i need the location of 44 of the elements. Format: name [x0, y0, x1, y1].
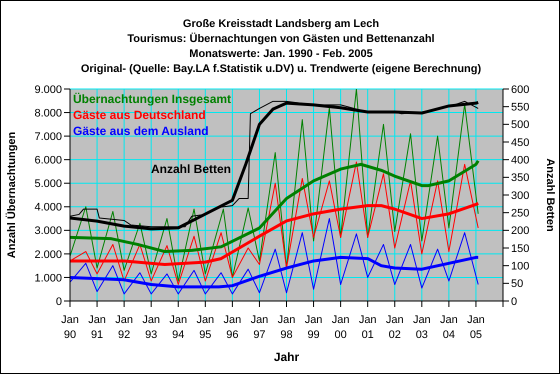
- y-tick-label: 8.000: [34, 107, 62, 120]
- y2-tick-label: 550: [511, 102, 530, 114]
- y-tick-label: 7.000: [34, 131, 62, 144]
- chart-title: Große Kreisstadt Landsberg am Lech: [182, 17, 380, 32]
- y-axis-title: Anzahl Übernachtungen: [4, 131, 18, 258]
- x-tick-label: Jan 04: [440, 314, 458, 341]
- x-tick-label: Jan 00: [332, 314, 350, 341]
- y2-tick-label: 200: [511, 225, 530, 238]
- y2-tick-label: 600: [511, 84, 530, 96]
- x-tick-label: Jan 94: [169, 314, 188, 341]
- x-tick-label: Jan 99: [304, 314, 322, 341]
- x-tick-label: Jan 96: [224, 314, 242, 341]
- y2-tick-label: 450: [511, 136, 530, 149]
- y2-tick-label: 100: [511, 260, 530, 273]
- x-tick-label: Jan 91: [88, 314, 106, 341]
- y2-tick-label: 350: [511, 172, 530, 184]
- y2-tick-label: 150: [511, 242, 530, 255]
- y2-tick-label: 400: [511, 154, 530, 167]
- x-tick-label: Jan 90: [61, 314, 79, 341]
- x-tick-label: Jan 93: [142, 314, 160, 341]
- y-tick-label: 5.000: [34, 178, 62, 190]
- x-tick-label: Jan 01: [358, 314, 377, 341]
- y-tick-label: 3.000: [34, 225, 62, 238]
- x-tick-label: Jan 97: [250, 314, 268, 341]
- y2-tick-label: 250: [511, 208, 530, 220]
- x-tick-label: Jan 02: [386, 314, 404, 341]
- x-tick-label: Jan 98: [278, 314, 296, 341]
- y2-tick-label: 50: [511, 278, 524, 290]
- x-tick-label: Jan 92: [115, 314, 133, 341]
- y2-tick-label: 500: [511, 119, 530, 132]
- x-tick-label: Jan 03: [412, 314, 431, 341]
- x-tick-label: Jan 95: [196, 314, 214, 341]
- y2-tick-label: 0: [511, 296, 518, 308]
- x-tick-label: Jan 05: [467, 314, 485, 341]
- x-axis-title: Jahr: [274, 350, 300, 364]
- y-tick-label: 4.000: [34, 202, 62, 214]
- y-tick-label: 2.000: [34, 248, 62, 261]
- y-tick-label: 9.000: [34, 84, 62, 96]
- y2-axis-title: Anzahl Betten: [544, 158, 556, 232]
- y-tick-label: 1.000: [34, 272, 62, 284]
- chart-subtitle: Tourismus: Übernachtungen von Gästen und Bettenanzahl Monatswerte: Jan. 1990 - Feb. 2005 Original- (Quelle: Bay.LA f.Statistik u.DV) u. Trendwerte (eigene Berechnung): [80, 32, 482, 77]
- y-tick-label: 0: [56, 296, 62, 308]
- y2-tick-label: 300: [511, 190, 530, 202]
- y-tick-label: 6.000: [34, 154, 62, 167]
